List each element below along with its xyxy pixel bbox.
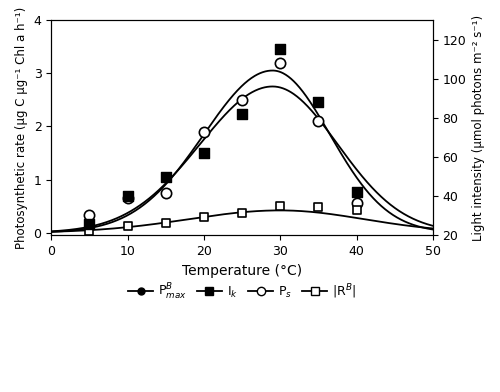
Point bbox=[352, 189, 360, 196]
Point bbox=[276, 60, 284, 66]
Point bbox=[124, 195, 132, 201]
Point bbox=[314, 118, 322, 124]
Point bbox=[124, 193, 132, 200]
Legend: P$^B_{max}$, I$_k$, P$_s$, |R$^B$|: P$^B_{max}$, I$_k$, P$_s$, |R$^B$| bbox=[123, 277, 361, 307]
Point bbox=[200, 150, 208, 156]
Point bbox=[162, 190, 170, 196]
Point bbox=[200, 129, 208, 135]
Y-axis label: Light intensity (μmol photons m⁻² s⁻¹): Light intensity (μmol photons m⁻² s⁻¹) bbox=[472, 15, 485, 241]
Point bbox=[314, 118, 322, 124]
Point bbox=[162, 190, 170, 196]
Point bbox=[162, 220, 170, 226]
Point bbox=[352, 200, 360, 207]
X-axis label: Temperature (°C): Temperature (°C) bbox=[182, 264, 302, 278]
Point bbox=[276, 60, 284, 66]
Point bbox=[238, 97, 246, 103]
Point bbox=[352, 200, 360, 207]
Point bbox=[86, 212, 94, 218]
Point bbox=[124, 195, 132, 201]
Point bbox=[162, 174, 170, 180]
Point bbox=[200, 129, 208, 135]
Y-axis label: Photosynthetic rate (μg C μg⁻¹ Chl a h⁻¹): Photosynthetic rate (μg C μg⁻¹ Chl a h⁻¹… bbox=[15, 7, 28, 249]
Point bbox=[86, 221, 94, 227]
Point bbox=[314, 204, 322, 211]
Point bbox=[276, 46, 284, 53]
Point bbox=[238, 97, 246, 103]
Point bbox=[86, 227, 94, 234]
Point bbox=[238, 209, 246, 216]
Point bbox=[124, 223, 132, 229]
Point bbox=[276, 203, 284, 209]
Point bbox=[86, 212, 94, 218]
Point bbox=[200, 214, 208, 220]
Point bbox=[314, 99, 322, 105]
Point bbox=[352, 207, 360, 214]
Point bbox=[238, 111, 246, 117]
